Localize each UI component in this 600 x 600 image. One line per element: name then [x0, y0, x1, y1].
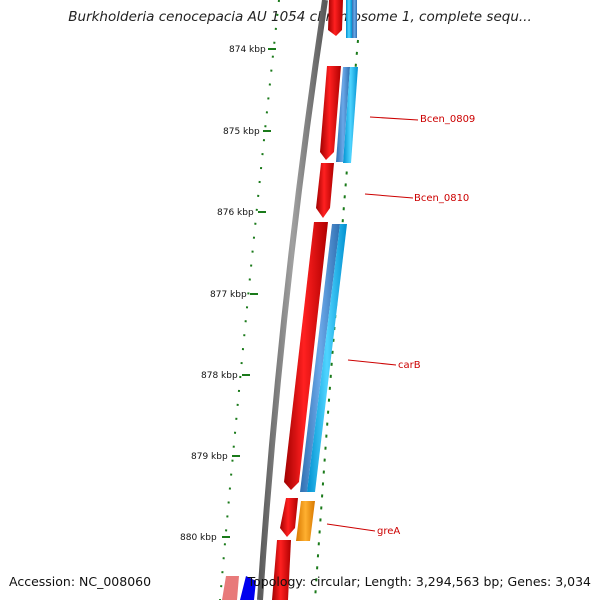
- cds-arrow-bcen-0809[interactable]: [320, 66, 341, 160]
- bottom-features: [222, 576, 256, 600]
- topology-info: Topology: circular; Length: 3,294,563 bp…: [247, 574, 591, 589]
- callout-line: [347, 359, 397, 366]
- gene-track: [296, 0, 358, 541]
- ruler-label-878: 878 kbp: [201, 371, 238, 381]
- cds-arrow-carb[interactable]: [284, 222, 328, 490]
- gene-feature[interactable]: [240, 576, 256, 600]
- ruler-label-874: 874 kbp: [229, 45, 266, 55]
- ruler-label-876: 876 kbp: [217, 208, 254, 218]
- gene-label-grea[interactable]: greA: [377, 526, 400, 537]
- gene-feature[interactable]: [307, 224, 347, 492]
- backbone-arc: [257, 0, 328, 600]
- gene-labels: Bcen_0809 Bcen_0810 carB greA: [377, 114, 475, 537]
- ruler-labels: 874 kbp 875 kbp 876 kbp 877 kbp 878 kbp …: [180, 45, 266, 543]
- gene-callouts: [326, 116, 419, 532]
- cds-track: [272, 0, 343, 600]
- ruler-arc: [219, 0, 280, 600]
- ruler-label-877: 877 kbp: [210, 290, 247, 300]
- gene-feature[interactable]: [222, 576, 239, 600]
- cds-arrow[interactable]: [328, 0, 343, 36]
- cds-arrow-grea[interactable]: [280, 498, 298, 537]
- gene-label-carb[interactable]: carB: [398, 360, 421, 371]
- ruler-label-875: 875 kbp: [223, 127, 260, 137]
- gene-feature[interactable]: [343, 67, 358, 163]
- callout-line: [369, 116, 419, 121]
- ruler-major-ticks: [222, 48, 276, 538]
- gene-feature[interactable]: [352, 0, 357, 38]
- gene-label-bcen-0810[interactable]: Bcen_0810: [414, 193, 469, 204]
- cds-arrow-bcen-0810[interactable]: [316, 163, 334, 218]
- callout-line: [364, 193, 414, 199]
- cds-arrow[interactable]: [272, 540, 291, 600]
- gene-feature[interactable]: [300, 224, 340, 492]
- accession-label: Accession: NC_008060: [9, 574, 152, 589]
- gene-label-bcen-0809[interactable]: Bcen_0809: [420, 114, 475, 125]
- ruler-label-879: 879 kbp: [191, 452, 228, 462]
- map-title: Burkholderia cenocepacia AU 1054 chromos…: [68, 9, 532, 25]
- ruler-label-880: 880 kbp: [180, 533, 217, 543]
- gene-feature[interactable]: [346, 0, 352, 38]
- callout-line: [326, 523, 376, 532]
- gene-feature[interactable]: [336, 67, 350, 162]
- rrna-feature-grea[interactable]: [296, 501, 315, 541]
